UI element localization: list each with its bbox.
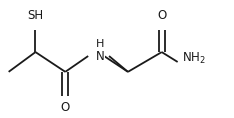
Text: O: O — [61, 101, 70, 114]
Text: NH$_2$: NH$_2$ — [182, 51, 205, 66]
Text: H
N: H N — [94, 38, 102, 66]
Text: H: H — [96, 39, 104, 49]
Text: O: O — [157, 9, 166, 22]
Text: SH: SH — [27, 9, 44, 22]
Text: N: N — [96, 50, 104, 63]
